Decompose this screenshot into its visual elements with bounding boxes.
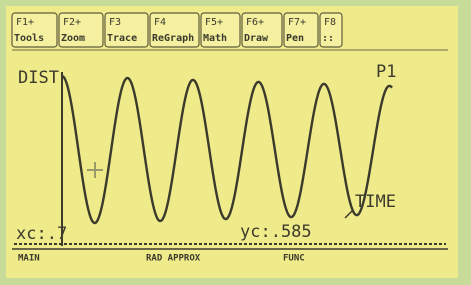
cursor-y: yc:.585 (240, 222, 312, 242)
tab-label: Zoom (61, 33, 85, 44)
tab-label: ReGraph (152, 33, 194, 44)
tab-label: Draw (244, 33, 269, 44)
tab-key: F4 (154, 17, 166, 28)
tab-key: F7+ (288, 17, 306, 28)
cursor-x: xc:.7 (16, 224, 67, 244)
calculator-screen: F1+ Tools F2+ Zoom F3 Trace F4 ReGraph F5+ Math F6… (0, 0, 471, 285)
status-graph-mode: FUNC (283, 254, 305, 264)
y-label: DIST (18, 68, 59, 88)
tab-key: F6+ (246, 17, 264, 28)
tab-label: Tools (14, 33, 44, 44)
status-mode: MAIN (18, 254, 40, 264)
tab-key: F2+ (63, 17, 81, 28)
status-angle: RAD APPROX (146, 254, 201, 264)
tab-label: Pen (286, 33, 304, 44)
toolbar: F1+ Tools F2+ Zoom F3 Trace F4 ReGraph F5+ Math F6… (12, 13, 342, 47)
x-label: TIME (355, 192, 396, 212)
tab-key: F8 (324, 17, 336, 28)
tab-key: F3 (109, 17, 121, 28)
tab-label: Math (203, 33, 227, 44)
tab-key: F5+ (205, 17, 223, 28)
plot-name: P1 (376, 62, 396, 82)
tab-key: F1+ (16, 17, 34, 28)
tab-label: :: (322, 33, 334, 44)
tab-label: Trace (107, 33, 137, 44)
